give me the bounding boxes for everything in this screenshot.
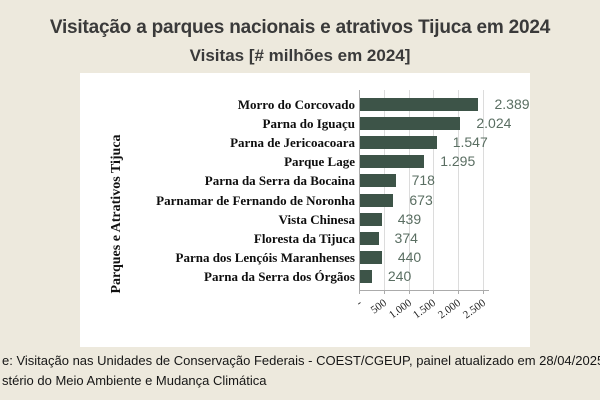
category-label: Parna dos Lençóis Maranhenses — [175, 250, 355, 266]
x-axis-tick — [408, 290, 410, 294]
x-axis-tick — [383, 290, 385, 294]
chart-title: Visitação a parques nacionais e atrativo… — [49, 17, 551, 38]
category-label: Morro do Corcovado — [237, 96, 355, 112]
gridline — [408, 90, 410, 290]
x-axis-tick — [359, 290, 360, 294]
category-label: Parna da Serra dos Órgãos — [204, 269, 355, 285]
value-label: 718 — [411, 172, 435, 189]
source-footer-line1: e: Visitação nas Unidades de Conservação… — [2, 353, 600, 368]
x-axis-tick — [458, 290, 460, 294]
value-label: 2.389 — [494, 95, 530, 112]
category-label: Parna de Jericoacoara — [230, 134, 355, 150]
category-label: Parnamar de Fernando de Noronha — [156, 192, 355, 208]
bar — [360, 135, 437, 149]
source-footer-line2: stério do Meio Ambiente e Mudança Climát… — [2, 373, 267, 388]
bar — [360, 155, 425, 169]
value-label: 240 — [387, 268, 412, 285]
category-label: Parna do Iguaçu — [262, 115, 355, 131]
gridline — [483, 90, 484, 290]
x-axis-tick — [433, 290, 435, 294]
gridline — [383, 90, 385, 290]
category-label: Vista Chinesa — [278, 211, 355, 227]
value-label: 440 — [397, 249, 422, 266]
y-axis-line — [359, 90, 360, 290]
value-label: 2.024 — [476, 114, 512, 131]
bar — [360, 231, 379, 245]
category-label: Parna da Serra da Bocaina — [204, 173, 355, 189]
value-label: 673 — [409, 191, 433, 208]
value-label: 1.295 — [440, 153, 476, 170]
value-label: 1.547 — [452, 133, 488, 150]
chart-panel: Parques e Atrativos Tijuca -500 1.000 1.50… — [80, 73, 530, 347]
chart-subtitle: Visitas [# milhões em 2024] — [189, 46, 411, 65]
bar — [360, 174, 396, 188]
bar — [360, 251, 382, 265]
category-label: Parque Lage — [284, 154, 355, 170]
gridline — [433, 90, 435, 290]
bar — [360, 212, 382, 226]
value-label: 439 — [397, 210, 422, 227]
bar — [360, 193, 394, 207]
gridline — [458, 90, 460, 290]
bar — [360, 116, 461, 130]
bar — [360, 97, 479, 111]
x-axis-tick — [483, 290, 484, 294]
category-label: Floresta da Tijuca — [253, 230, 355, 246]
bar — [360, 270, 372, 284]
value-label: 374 — [394, 229, 418, 246]
x-axis-line — [359, 290, 489, 291]
